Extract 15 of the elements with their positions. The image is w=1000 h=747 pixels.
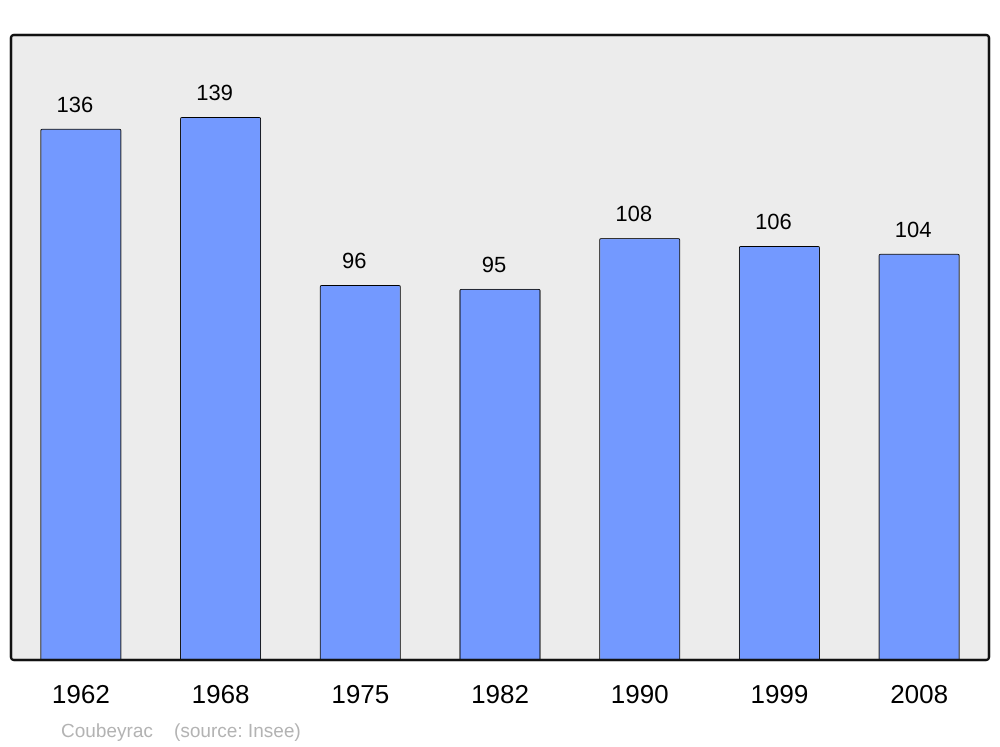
x-tick-label: 1962: [52, 678, 110, 709]
data-label: 136: [56, 92, 94, 117]
x-tick-label: 1982: [471, 678, 529, 709]
data-label: 108: [615, 201, 652, 226]
text: Coubeyrac (source: Insee): [61, 721, 301, 742]
data-label: 139: [196, 80, 233, 106]
x-tick-label: 1999: [750, 678, 808, 709]
x-tick-label: 2008: [890, 678, 948, 709]
x-tick-label: 1990: [610, 678, 669, 709]
data-label: 95: [482, 252, 506, 277]
data-label: 104: [894, 216, 932, 242]
data-label: 106: [755, 209, 792, 234]
data-label: 96: [342, 248, 367, 274]
x-tick-label: 1968: [192, 678, 250, 709]
x-tick-label: 1975: [331, 678, 390, 709]
